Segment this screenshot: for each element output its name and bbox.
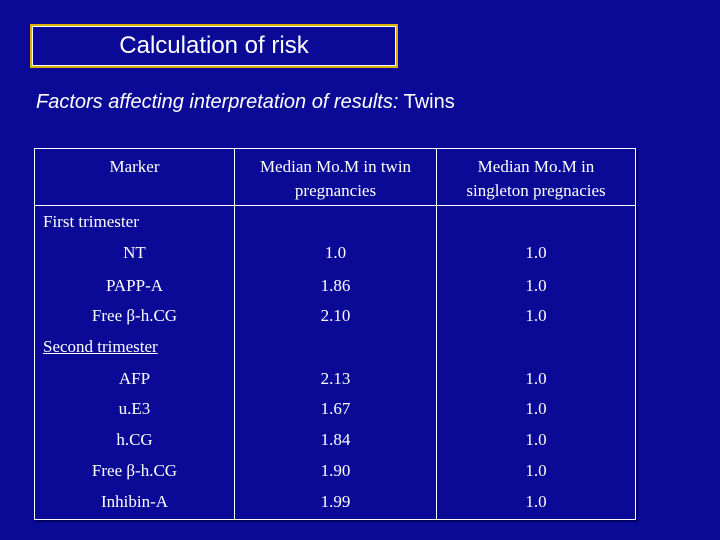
marker-nt: NT [123, 243, 146, 262]
marker-free-bhcg-1: Free β-h.CG [91, 306, 178, 325]
marker-afp: AFP [118, 369, 151, 388]
singleton-inhibin-a: 1.0 [525, 492, 547, 511]
twin-free-bhcg-2: 1.90 [320, 461, 351, 480]
singleton-free-bhcg-2: 1.0 [525, 461, 547, 480]
twin-free-bhcg-1: 2.10 [320, 306, 351, 325]
header-divider [35, 205, 635, 206]
header-singleton: Median Mo.M in singleton pregnacies [437, 155, 635, 203]
twin-ue3: 1.67 [320, 399, 351, 418]
header-twin: Median Mo.M in twin pregnancies [235, 155, 436, 203]
first-trimester-label: First trimester [43, 212, 139, 231]
twin-nt: 1.0 [324, 243, 347, 262]
header-twin-line2: pregnancies [294, 181, 377, 200]
singleton-ue3: 1.0 [525, 399, 547, 418]
table-divider-1 [234, 149, 235, 519]
second-trimester-label: Second trimester [43, 337, 158, 356]
twin-pappa: 1.86 [320, 276, 351, 295]
slide-title-box: Calculation of risk [30, 24, 398, 68]
header-singleton-line2: singleton pregnacies [466, 181, 606, 200]
subtitle-italic: Factors affecting interpretation of resu… [36, 91, 399, 113]
singleton-hcg: 1.0 [525, 430, 547, 449]
subtitle-twins: Twins [398, 91, 455, 113]
singleton-free-bhcg-1: 1.0 [525, 306, 547, 325]
marker-ue3: u.E3 [118, 399, 151, 418]
risk-table: Marker Median Mo.M in twin pregnancies M… [34, 148, 636, 520]
marker-hcg: h.CG [116, 430, 153, 449]
header-twin-line1: Median Mo.M in twin [259, 157, 412, 176]
twin-hcg: 1.84 [320, 430, 351, 449]
table-divider-2 [436, 149, 437, 519]
singleton-afp: 1.0 [525, 369, 547, 388]
slide-title: Calculation of risk [119, 32, 309, 59]
singleton-nt: 1.0 [525, 243, 547, 262]
twin-inhibin-a: 1.99 [320, 492, 351, 511]
header-marker: Marker [109, 157, 160, 176]
marker-pappa: PAPP-A [105, 276, 164, 295]
singleton-pappa: 1.0 [525, 276, 547, 295]
marker-free-bhcg-2: Free β-h.CG [91, 461, 178, 480]
twin-afp: 2.13 [320, 369, 351, 388]
header-singleton-line1: Median Mo.M in [477, 157, 595, 176]
slide-subtitle: Factors affecting interpretation of resu… [36, 91, 455, 114]
marker-inhibin-a: Inhibin-A [100, 492, 169, 511]
